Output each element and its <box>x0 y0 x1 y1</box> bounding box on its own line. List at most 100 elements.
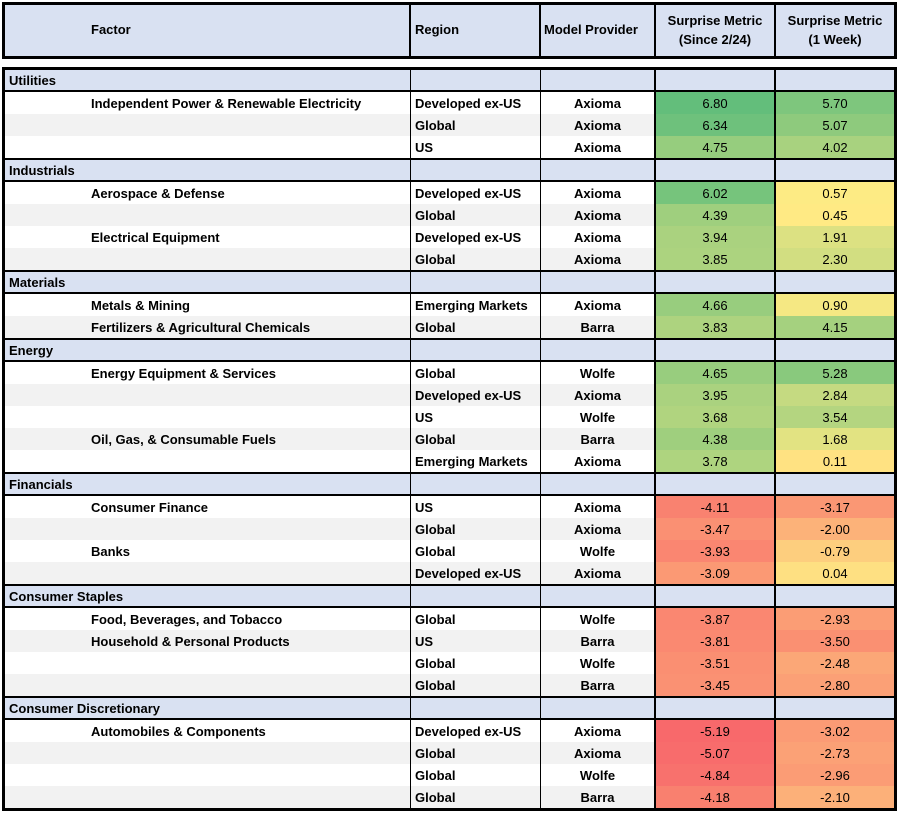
table-row: Automobiles & Components Developed ex-US A… <box>5 720 894 742</box>
provider-cell: Axioma <box>541 114 656 136</box>
section-empty-cell <box>411 340 541 360</box>
region-cell: Developed ex-US <box>411 720 541 742</box>
surprise-week-cell: -2.00 <box>776 518 894 540</box>
surprise-week-cell: 5.28 <box>776 362 894 384</box>
provider-cell: Wolfe <box>541 608 656 630</box>
surprise-week-cell: 2.84 <box>776 384 894 406</box>
column-header-region: Region <box>411 5 541 56</box>
section-empty-cell <box>656 160 776 180</box>
section-empty-cell <box>656 70 776 90</box>
section-empty-cell <box>541 272 656 292</box>
column-header-model-provider-label: Model Provider <box>544 22 638 38</box>
section-label: Utilities <box>5 70 411 90</box>
surprise-since-cell: 6.02 <box>656 182 776 204</box>
surprise-week-cell: 0.04 <box>776 562 894 584</box>
surprise-week-cell: 5.70 <box>776 92 894 114</box>
factor-cell <box>5 652 411 674</box>
factor-cell: Consumer Finance <box>5 496 411 518</box>
surprise-week-cell: -2.10 <box>776 786 894 808</box>
section-row-consumer-staples: Consumer Staples <box>5 584 894 608</box>
section-empty-cell <box>411 474 541 494</box>
section-empty-cell <box>411 70 541 90</box>
region-cell: Global <box>411 428 541 450</box>
table-row: Global Axioma 4.39 0.45 <box>5 204 894 226</box>
table-row: Household & Personal Products US Barra -3.8… <box>5 630 894 652</box>
surprise-week-cell: -3.50 <box>776 630 894 652</box>
surprise-since-cell: 3.78 <box>656 450 776 472</box>
region-cell: Global <box>411 652 541 674</box>
surprise-since-cell: -4.84 <box>656 764 776 786</box>
table-row: Developed ex-US Axioma 3.95 2.84 <box>5 384 894 406</box>
factor-cell <box>5 674 411 696</box>
section-empty-cell <box>411 160 541 180</box>
surprise-since-cell: 3.83 <box>656 316 776 338</box>
section-empty-cell <box>411 698 541 718</box>
table-row: Oil, Gas, & Consumable Fuels Global Barra 4… <box>5 428 894 450</box>
table-body: Utilities Independent Power & Renewable E… <box>2 67 897 811</box>
column-header-surprise-week: Surprise Metric (1 Week) <box>776 5 894 56</box>
table-row: Global Barra -4.18 -2.10 <box>5 786 894 808</box>
surprise-since-cell: -5.07 <box>656 742 776 764</box>
table-row: Consumer Finance US Axioma -4.11 -3.17 <box>5 496 894 518</box>
section-empty-cell <box>776 272 894 292</box>
surprise-week-cell: 0.45 <box>776 204 894 226</box>
provider-cell: Axioma <box>541 226 656 248</box>
region-cell: Developed ex-US <box>411 562 541 584</box>
column-header-surprise-since-line1: Surprise Metric <box>667 12 763 28</box>
surprise-since-cell: 3.95 <box>656 384 776 406</box>
region-cell: US <box>411 496 541 518</box>
factor-cell <box>5 562 411 584</box>
section-empty-cell <box>541 698 656 718</box>
surprise-since-cell: 6.80 <box>656 92 776 114</box>
provider-cell: Wolfe <box>541 652 656 674</box>
surprise-week-cell: 4.15 <box>776 316 894 338</box>
provider-cell: Barra <box>541 674 656 696</box>
table-row: Developed ex-US Axioma -3.09 0.04 <box>5 562 894 584</box>
provider-cell: Wolfe <box>541 540 656 562</box>
factor-cell: Electrical Equipment <box>5 226 411 248</box>
section-row-energy: Energy <box>5 338 894 362</box>
table-row: Aerospace & Defense Developed ex-US Axioma… <box>5 182 894 204</box>
surprise-since-cell: 3.94 <box>656 226 776 248</box>
column-header-surprise-since: Surprise Metric (Since 2/24) <box>656 5 776 56</box>
section-empty-cell <box>541 70 656 90</box>
table-row: Global Axioma 6.34 5.07 <box>5 114 894 136</box>
provider-cell: Axioma <box>541 92 656 114</box>
column-header-factor-label: Factor <box>91 22 131 38</box>
section-empty-cell <box>776 70 894 90</box>
surprise-week-cell: -2.80 <box>776 674 894 696</box>
table-row: Global Axioma -5.07 -2.73 <box>5 742 894 764</box>
section-empty-cell <box>411 586 541 606</box>
factor-cell: Fertilizers & Agricultural Chemicals <box>5 316 411 338</box>
provider-cell: Axioma <box>541 136 656 158</box>
surprise-since-cell: -3.81 <box>656 630 776 652</box>
provider-cell: Barra <box>541 630 656 652</box>
provider-cell: Axioma <box>541 496 656 518</box>
surprise-week-cell: -3.17 <box>776 496 894 518</box>
provider-cell: Barra <box>541 786 656 808</box>
provider-cell: Axioma <box>541 742 656 764</box>
table-row: US Wolfe 3.68 3.54 <box>5 406 894 428</box>
surprise-week-cell: -2.73 <box>776 742 894 764</box>
region-cell: Global <box>411 674 541 696</box>
provider-cell: Wolfe <box>541 764 656 786</box>
region-cell: Global <box>411 742 541 764</box>
section-empty-cell <box>541 586 656 606</box>
factor-cell <box>5 786 411 808</box>
factor-cell <box>5 742 411 764</box>
section-empty-cell <box>776 586 894 606</box>
column-header-surprise-week-line2: (1 Week) <box>808 31 862 47</box>
table-header: Factor Region Model Provider Surprise Me… <box>2 2 897 59</box>
table-row: Global Axioma -3.47 -2.00 <box>5 518 894 540</box>
table-row: Fertilizers & Agricultural Chemicals Glob… <box>5 316 894 338</box>
section-empty-cell <box>656 272 776 292</box>
factor-cell <box>5 764 411 786</box>
provider-cell: Wolfe <box>541 362 656 384</box>
section-row-consumer-discretionary: Consumer Discretionary <box>5 696 894 720</box>
surprise-since-cell: 4.75 <box>656 136 776 158</box>
table-row: Global Barra -3.45 -2.80 <box>5 674 894 696</box>
region-cell: Global <box>411 316 541 338</box>
column-header-model-provider: Model Provider <box>541 5 656 56</box>
region-cell: Global <box>411 204 541 226</box>
